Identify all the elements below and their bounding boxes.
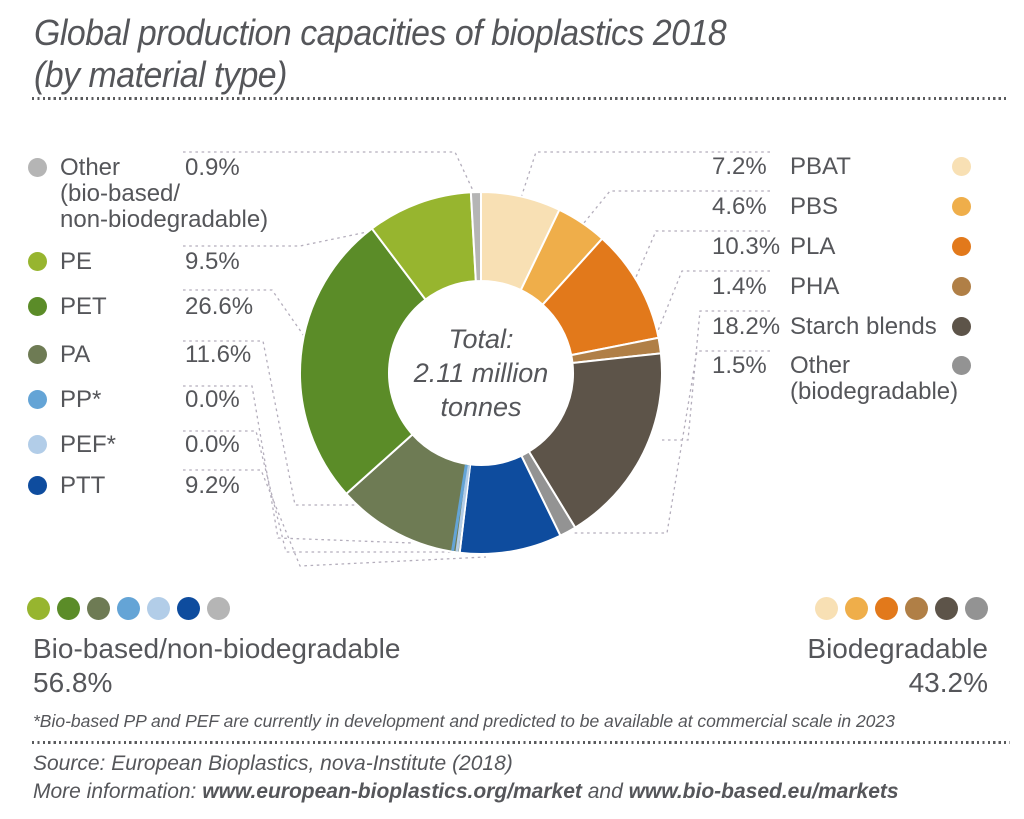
group-color-dot [207,597,230,620]
legend-material-label: PBS [790,193,839,220]
legend-color-dot [28,390,47,409]
group-color-dot [27,597,50,620]
legend-percentage: 9.2% [185,472,240,499]
biodegradable-label: Biodegradable [807,633,988,664]
legend-color-dot [952,157,971,176]
group-color-dot [177,597,200,620]
legend-percentage: 0.9% [185,154,240,181]
donut-center-label: Total: 2.11 million tonnes [414,322,549,424]
group-color-dot [815,597,838,620]
group-color-dot [57,597,80,620]
legend-color-dot [952,237,971,256]
legend-color-dot [28,476,47,495]
group-color-dot [845,597,868,620]
more-info-prefix: More information: [33,780,203,803]
legend-color-dot [28,158,47,177]
wedge-pe [370,191,477,301]
legend-percentage: 7.2% [712,153,767,180]
biodegradable-dot-strip [815,597,988,620]
group-color-dot [117,597,140,620]
legend-percentage: 9.5% [185,248,240,275]
legend-material-label: PA [60,341,91,368]
legend-color-dot [952,356,971,375]
legend-percentage: 26.6% [185,293,254,320]
group-color-dot [875,597,898,620]
legend-percentage: 0.0% [185,386,240,413]
legend-percentage: 1.4% [712,273,767,300]
group-color-dot [935,597,958,620]
legend-material-label: Starch blends [790,313,937,340]
group-color-dot [905,597,928,620]
legend-color-dot [28,252,47,271]
legend-material-label: PE [60,248,93,275]
and-text: and [581,780,629,803]
center-line-2: 2.11 million [413,358,549,388]
legend-color-dot [952,277,971,296]
footer-divider [32,741,1010,744]
legend-color-dot [28,345,47,364]
wedge-pbs [519,208,604,307]
legend-material-label: PHA [790,273,840,300]
markets-url: www.bio-based.eu/markets [628,780,899,803]
title-line-1: Global production capacities of bioplast… [34,12,727,53]
connector-pe [183,230,373,247]
wedge-other-bio-based-non-biodegradable [469,190,482,283]
legend-percentage: 4.6% [712,193,767,220]
more-info-line: More information: www.european-bioplasti… [33,780,899,804]
legend-color-dot [28,435,47,454]
wedge-starch-blends [527,352,663,529]
legend-percentage: 18.2% [712,313,781,340]
legend-material-label: PBAT [790,153,851,180]
legend-color-dot [952,197,971,216]
legend-material-label: PP* [60,386,102,413]
wedge-pha [570,336,663,365]
legend-color-dot [952,317,971,336]
wedge-other-biodegradable [520,450,577,537]
wedge-ptt [458,454,562,555]
legend-material-label: PEF* [60,431,117,458]
legend-percentage: 0.0% [185,431,240,458]
title-line-2: (by material type) [34,54,287,95]
legend-percentage: 11.6% [185,341,252,368]
group-color-dot [147,597,170,620]
wedge-pla [541,237,660,357]
bio-based-label: Bio-based/non-biodegradable [33,633,401,664]
wedge-pbat [480,190,561,292]
center-line-3: tonnes [440,392,522,422]
page-title: Global production capacities of bioplast… [34,12,727,96]
legend-material-label: PLA [790,233,836,260]
footnote: *Bio-based PP and PEF are currently in d… [33,711,895,731]
legend-material-label: PTT [60,472,106,499]
legend-color-dot [28,297,47,316]
legend-percentage: 1.5% [712,352,767,379]
source-line: Source: European Bioplastics, nova-Insti… [33,752,513,775]
center-line-1: Total: [448,324,514,354]
zero-marker-pef [455,464,471,552]
bio-based-dot-strip [27,597,230,620]
wedge-pet [299,227,427,496]
title-divider [32,97,1008,100]
zero-marker-pp [451,464,468,551]
market-url: www.european-bioplastics.org/market [202,780,582,803]
wedge-pa [344,433,472,554]
biodegradable-percentage: 43.2% [908,667,988,698]
legend-material-label: Other (biodegradable) [790,352,959,405]
legend-material-label: Other (bio-based/ non-biodegradable) [60,154,269,233]
bio-based-percentage: 56.8% [33,667,113,698]
legend-material-label: PET [60,293,107,320]
group-color-dot [87,597,110,620]
group-color-dot [965,597,988,620]
legend-percentage: 10.3% [712,233,781,260]
